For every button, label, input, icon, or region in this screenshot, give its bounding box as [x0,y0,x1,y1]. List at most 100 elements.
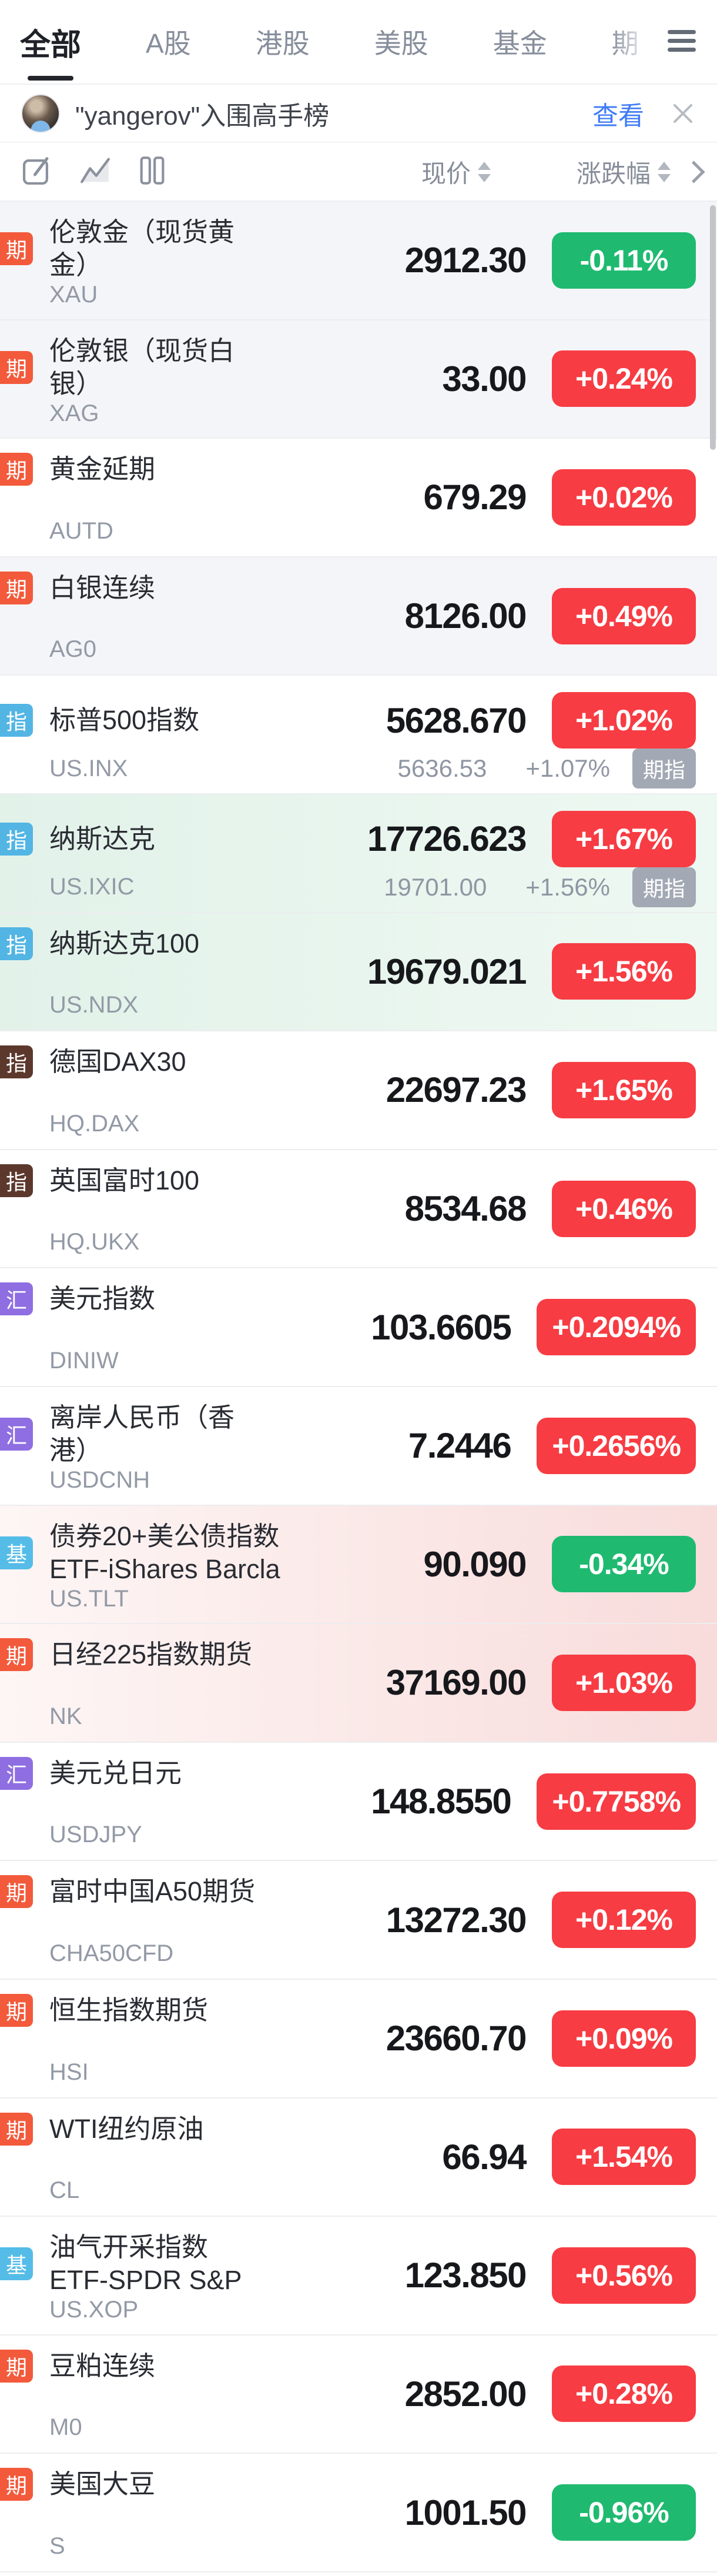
instrument-code: NK [49,1703,82,1729]
category-badge-futures: 期 [0,1638,33,1672]
column-view-button[interactable] [138,155,167,189]
change-badge: +0.09% [552,2010,696,2067]
tab-a-shares[interactable]: A股 [146,28,191,59]
instrument-name: 美元指数 [49,1284,156,1314]
name-line: 指标普500指数 [0,704,386,737]
last-price: 5628.670 [386,700,527,740]
change-badge: +1.03% [552,1654,696,1711]
watchlist-row-hq-dax[interactable]: 指德国DAX30 HQ.DAX 22697.23 +1.65% [0,1031,717,1150]
watchlist-row-usdcnh[interactable]: 汇离岸人民币（香 港） USDCNH 7.2446 +0.2656% [0,1386,717,1506]
row-left-column: 基油气开采指数 ETF-SPDR S&P US.XOP [0,2217,405,2334]
category-badge-futures: 期 [0,232,33,265]
instrument-code: XAU [49,282,98,308]
change-badge: +0.02% [552,469,696,526]
watchlist-row-ag0[interactable]: 期白银连续 AG0 8126.00 +0.49% [0,557,717,676]
watchlist-row-nk[interactable]: 期日经225指数期货 NK 37169.00 +1.03% [0,1624,717,1743]
instrument-code: HQ.UKX [49,1229,140,1255]
last-price: 2912.30 [404,240,527,280]
watchlist-row-us-xop[interactable]: 基油气开采指数 ETF-SPDR S&P US.XOP 123.850 +0.56% [0,2217,717,2336]
row-left-column: 汇美元兑日元 USDJPY [0,1743,371,1860]
change-badge: +0.28% [552,2365,696,2423]
change-badge: +1.65% [552,1061,696,1118]
instrument-code: US.TLT [49,1585,129,1612]
name-line: 指纳斯达克 [0,822,367,856]
edit-watchlist-button[interactable] [21,155,53,189]
watchlist-row-s[interactable]: 期美国大豆 S 1001.50 -0.96% [0,2454,717,2572]
last-price: 13272.30 [386,1900,527,1940]
watchlist-row-us-ixic[interactable]: 指纳斯达克 17726.623 +1.67% US.IXIC 19701.00 +1.56… [0,794,717,913]
tab-menu-button[interactable] [666,28,697,56]
row-left-column: 期富时中国A50期货 CHA50CFD [0,1861,386,1979]
instrument-name: 标普500指数 [49,705,200,736]
instrument-code: HQ.DAX [49,1110,140,1137]
instrument-name: 伦敦银（现货白 银） [49,335,235,399]
name-line: 期日经225指数期货 [0,1638,386,1672]
sort-by-change[interactable]: 涨跌幅 [577,154,671,190]
last-price: 90.090 [423,1544,527,1584]
watchlist-row-hsi[interactable]: 期恒生指数期货 HSI 23660.70 +0.09% [0,1979,717,2099]
row-left-column: 基债券20+美公债指数 ETF-iShares Barcla US.TLT [0,1506,423,1623]
last-price: 679.29 [423,477,527,517]
banner-view-link[interactable]: 查看 [592,101,644,131]
watchlist-row-autd[interactable]: 期黄金延期 AUTD 679.29 +0.02% [0,439,717,557]
sort-arrows-icon [477,161,491,182]
tab-us-stocks[interactable]: 美股 [374,28,428,59]
watchlist-row-xau[interactable]: 期伦敦金（现货黄 金） XAU 2912.30 -0.11% [0,202,717,320]
last-price: 23660.70 [386,2019,527,2059]
tab-funds[interactable]: 基金 [492,28,547,59]
tab-futures[interactable]: 期 [612,0,639,83]
watchlist-row-diniw[interactable]: 汇美元指数 DINIW 103.6605 +0.2094% [0,1268,717,1387]
change-badge: +0.2656% [537,1417,696,1474]
instrument-code: M0 [49,2414,82,2441]
sort-by-price[interactable]: 现价 [421,154,491,190]
category-badge-futures: 期 [0,2468,33,2501]
watchlist-row-us-inx[interactable]: 指标普500指数 5628.670 +1.02% US.INX 5636.53 +1.07… [0,676,717,794]
name-line: 基债券20+美公债指数 ETF-iShares Barcla [0,1520,423,1586]
scrollbar-thumb[interactable] [710,205,716,450]
row-left-column: 指英国富时100 HQ.UKX [0,1150,405,1268]
watchlist-row-usdjpy[interactable]: 汇美元兑日元 USDJPY 148.8550 +0.7758% [0,1742,717,1862]
change-badge: +0.12% [552,1892,696,1949]
row-main-line: 指标普500指数 5628.670 +1.02% [0,692,696,749]
change-badge: +0.46% [552,1180,696,1237]
chart-view-button[interactable] [79,155,112,189]
price-sort-label: 现价 [421,159,471,188]
watchlist-row-xag[interactable]: 期伦敦银（现货白 银） XAG 33.00 +0.24% [0,320,717,439]
watchlist-row-m0[interactable]: 期豆粕连续 M0 2852.00 +0.28% [0,2335,717,2454]
category-badge-futures: 期 [0,2349,33,2383]
instrument-code: AUTD [49,517,113,544]
name-line: 基油气开采指数 ETF-SPDR S&P [0,2231,405,2297]
last-price: 17726.623 [367,819,527,859]
category-badge-futures: 期 [0,1993,33,2027]
row-left-column: 期美国大豆 S [0,2454,405,2571]
watchlist-row-hq-ukx[interactable]: 指英国富时100 HQ.UKX 8534.68 +0.46% [0,1150,717,1269]
tab-hk-stocks[interactable]: 港股 [255,28,310,59]
instrument-code: USDCNH [49,1466,150,1493]
change-badge: +0.49% [552,587,696,644]
sort-arrows-icon [658,161,671,182]
last-price: 33.00 [442,359,527,399]
chevron-right-icon[interactable] [682,160,705,183]
futures-tag-badge: 期指 [632,867,696,907]
category-badge-futures: 期 [0,571,33,604]
name-line: 期 WTI纽约原油 [0,2112,442,2146]
instrument-name: WTI纽约原油 [49,2113,204,2144]
category-badge-fx: 汇 [0,1282,33,1316]
last-price: 123.850 [404,2256,527,2296]
tab-all[interactable]: 全部 [20,0,81,83]
last-price: 1001.50 [404,2493,527,2532]
watchlist-row-us-tlt[interactable]: 基债券20+美公债指数 ETF-iShares Barcla US.TLT 90.0… [0,1505,717,1625]
tab-bar-items: 全部 A股 港股 美股 基金 期 [20,0,639,83]
watchlist-row-cl[interactable]: 期 WTI纽约原油 CL 66.94 +1.54% [0,2098,717,2217]
row-left-column: 指德国DAX30 HQ.DAX [0,1031,386,1149]
category-badge-futures: 期 [0,350,33,384]
close-icon[interactable] [670,101,696,126]
futures-tag-badge: 期指 [632,749,696,789]
row-sub-line: US.IXIC 19701.00 +1.56% 期指 [0,867,696,907]
instrument-code: US.NDX [49,992,139,1018]
watchlist-row-cha50cfd[interactable]: 期富时中国A50期货 CHA50CFD 13272.30 +0.12% [0,1861,717,1980]
watchlist-row-us-ndx[interactable]: 指纳斯达克100 US.NDX 19679.021 +1.56% [0,913,717,1032]
row-left-column: 期豆粕连续 M0 [0,2336,405,2453]
change-badge: +1.56% [552,943,696,1000]
